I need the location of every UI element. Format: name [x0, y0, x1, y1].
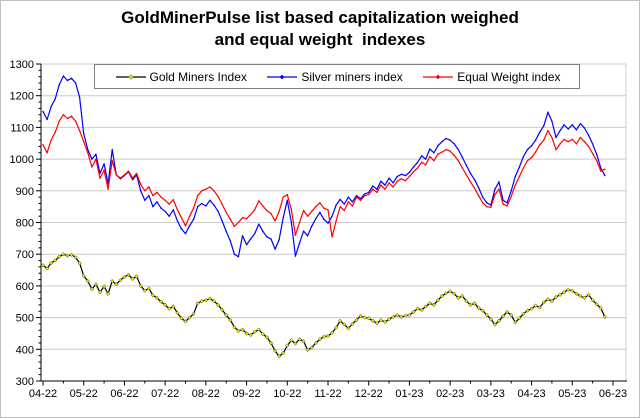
x-tick-label: 01-23 — [395, 388, 423, 400]
legend-item-silver-miners: Silver miners index — [265, 69, 403, 84]
x-tick-label: 03-23 — [477, 388, 505, 400]
legend: Gold Miners Index Silver miners index Eq… — [94, 64, 580, 89]
axis-labels: 300 400 500 600 700 800 900 1000 1100 1200 1300 04-… — [10, 59, 628, 400]
y-tick-label: 900 — [16, 186, 34, 198]
y-tick-label: 400 — [16, 344, 34, 356]
x-tick-label: 06-22 — [110, 388, 138, 400]
legend-label-silver-miners: Silver miners index — [301, 69, 403, 84]
y-tick-label: 1100 — [10, 122, 34, 134]
y-tick-label: 700 — [16, 249, 34, 261]
x-tick-label: 05-22 — [70, 388, 98, 400]
legend-item-equal-weight: Equal Weight index — [421, 70, 560, 84]
y-tick-label: 300 — [16, 376, 34, 388]
y-tick-label: 800 — [16, 218, 34, 230]
legend-label-gold-miners: Gold Miners Index — [149, 69, 247, 84]
x-tick-label: 12-22 — [355, 388, 383, 400]
x-tick-label: 04-22 — [29, 388, 57, 400]
y-tick-label: 1300 — [10, 59, 34, 71]
y-tick-label: 600 — [16, 281, 34, 293]
y-tick-label: 1000 — [10, 154, 34, 166]
x-tick-label: 06-23 — [599, 388, 627, 400]
axes — [36, 63, 627, 386]
y-tick-label: 500 — [16, 313, 34, 325]
x-tick-label: 10-22 — [273, 388, 301, 400]
legend-label-equal-weight: Equal Weight index — [457, 69, 561, 84]
chart-title: GoldMinerPulse list based capitalization… — [1, 7, 639, 51]
series-equal-weight-index — [42, 113, 606, 238]
x-tick-label: 08-22 — [192, 388, 220, 400]
series-gold-miners-index — [40, 252, 608, 359]
equal-weight-legend-marker-icon — [423, 74, 454, 79]
x-tick-label: 07-22 — [151, 388, 179, 400]
series-silver-miners-index — [42, 75, 606, 258]
chart-title-line1: GoldMinerPulse list based capitalization… — [121, 8, 519, 27]
x-tick-label: 11-22 — [314, 388, 341, 400]
x-tick-label: 05-23 — [558, 388, 586, 400]
chart-title-line2: and equal weight indexes — [214, 30, 426, 49]
x-tick-label: 02-23 — [436, 388, 464, 400]
gold-miners-legend-marker-icon — [115, 73, 146, 80]
x-tick-label: 04-23 — [518, 388, 546, 400]
silver-miners-legend-marker-icon — [267, 74, 298, 79]
y-tick-label: 1200 — [10, 91, 34, 103]
x-tick-label: 09-22 — [233, 388, 261, 400]
legend-item-gold-miners: Gold Miners Index — [114, 70, 247, 84]
